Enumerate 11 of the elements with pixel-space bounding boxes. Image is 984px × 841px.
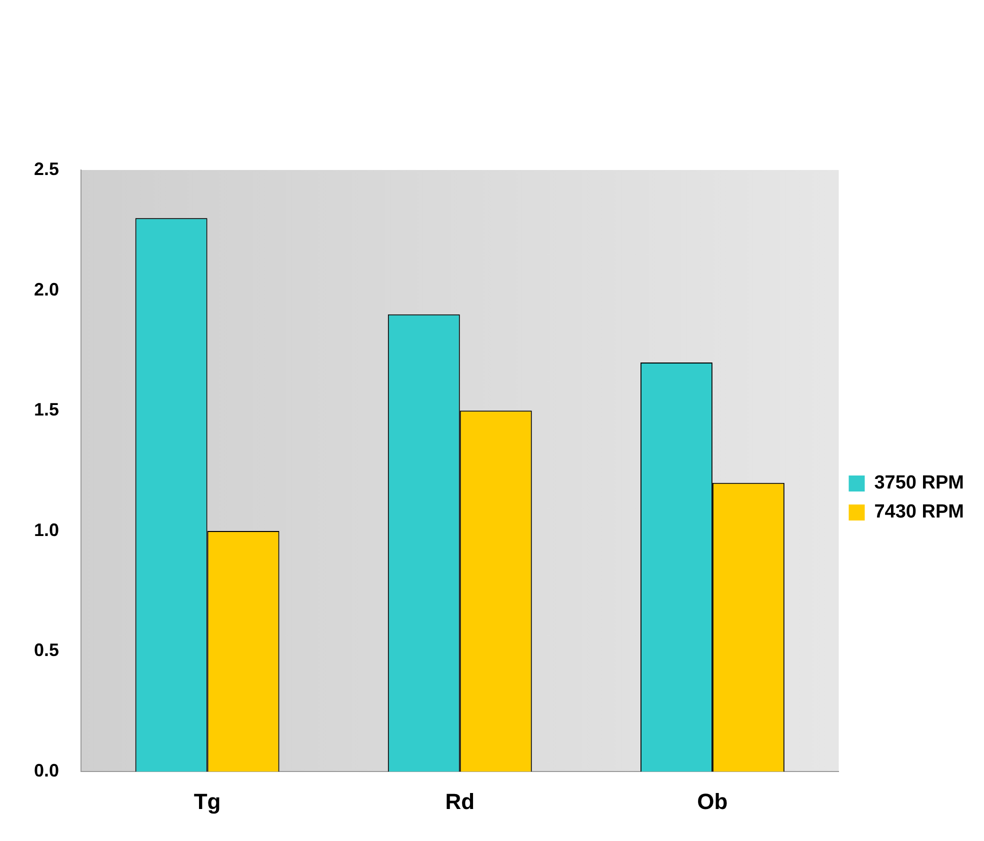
legend-label: 7430 RPM	[874, 502, 964, 523]
y-tick-label: 0.5	[34, 640, 60, 660]
legend-label: 3750 RPM	[874, 472, 964, 494]
y-tick-label: 1.0	[34, 520, 60, 540]
y-tick-label: 2.0	[34, 279, 60, 300]
x-tick-label: Tg	[194, 788, 221, 814]
x-tick-label: Ob	[697, 788, 728, 814]
y-tick-label: 0.0	[34, 760, 60, 781]
y-tick-label: 2.5	[34, 158, 60, 179]
y-tick-label: 1.5	[34, 400, 60, 420]
x-tick-label: Rd	[445, 788, 475, 814]
